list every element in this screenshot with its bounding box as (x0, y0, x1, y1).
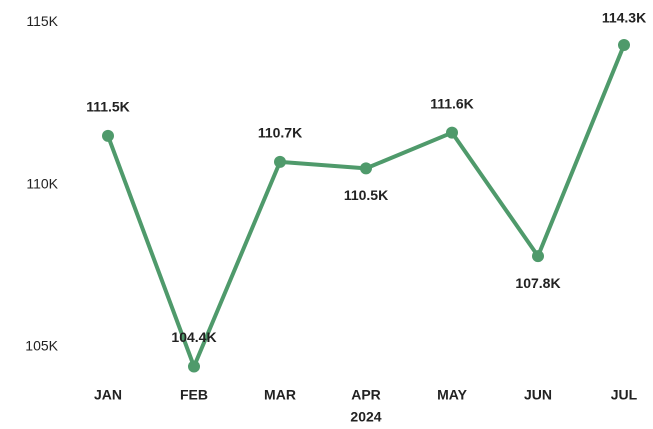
data-label: 110.5K (344, 187, 388, 203)
x-tick-label: FEB (180, 387, 208, 403)
y-tick-label: 110K (26, 175, 58, 191)
x-tick-label: JAN (94, 387, 122, 403)
point (274, 155, 286, 168)
data-label: 111.6K (430, 95, 474, 111)
x-tick-label: JUN (524, 387, 552, 403)
point (188, 360, 200, 373)
x-tick-label: JUL (611, 387, 638, 403)
point (446, 126, 458, 139)
y-tick-label: 105K (25, 338, 58, 354)
data-label: 114.3K (602, 10, 646, 26)
x-axis-label: 2024 (350, 409, 381, 425)
y-tick-label: 115K (26, 13, 58, 29)
data-label: 107.8K (515, 275, 560, 291)
x-tick-label: APR (351, 387, 381, 403)
data-label: 104.4K (171, 329, 216, 345)
point (360, 162, 372, 175)
x-tick-label: MAY (437, 387, 467, 403)
point (618, 38, 630, 51)
data-label: 111.5K (86, 99, 130, 115)
line (106, 44, 626, 369)
data-label: 110.7K (258, 125, 302, 141)
point (102, 129, 114, 142)
x-tick-label: MAR (264, 387, 296, 403)
point (532, 250, 544, 263)
